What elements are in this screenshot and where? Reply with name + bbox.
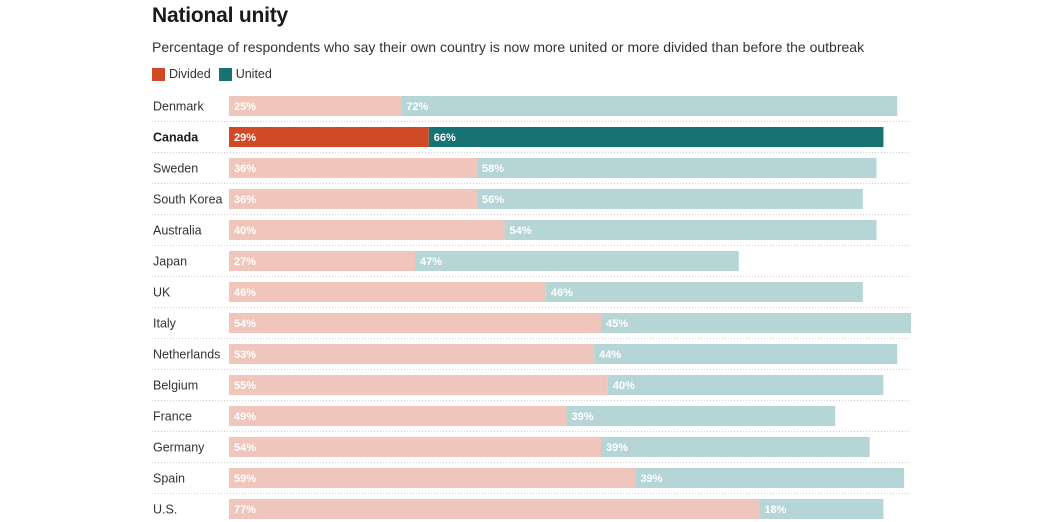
data-label-divided: 53% (234, 349, 256, 361)
data-label-divided: 59% (234, 473, 256, 485)
bar-divided (229, 127, 429, 147)
bar-row-south-korea: South Korea 36% 56% (152, 189, 911, 215)
data-label-united: 18% (764, 504, 786, 516)
data-label-united: 39% (606, 442, 628, 454)
bar-row-netherlands: Netherlands 53% 44% (152, 344, 911, 370)
bar-united (477, 189, 863, 209)
data-label-divided: 55% (234, 380, 256, 392)
category-label: Australia (153, 224, 202, 238)
category-label: Belgium (153, 379, 198, 393)
legend: Divided United (152, 67, 280, 81)
bar-united (635, 468, 905, 488)
category-label: Japan (153, 255, 187, 269)
category-label: U.S. (153, 503, 177, 517)
data-label-divided: 54% (234, 318, 256, 330)
legend-swatch-united (218, 67, 232, 81)
bar-divided (229, 468, 636, 488)
bar-divided (229, 406, 567, 426)
bar-united (428, 127, 884, 147)
bar-divided (229, 282, 546, 302)
bar-united (545, 282, 863, 302)
data-label-divided: 46% (234, 287, 256, 299)
data-label-united: 39% (572, 411, 594, 423)
bar-row-belgium: Belgium 55% 40% (152, 375, 911, 401)
bar-divided (229, 220, 505, 240)
legend-label-divided: Divided (169, 67, 211, 81)
bar-divided (229, 375, 608, 395)
bar-row-sweden: Sweden 36% 58% (152, 158, 911, 184)
data-label-divided: 25% (234, 101, 256, 113)
legend-item-united: United (218, 67, 272, 81)
data-label-divided: 36% (234, 194, 256, 206)
chart-subtitle: Percentage of respondents who say their … (152, 39, 865, 55)
bar-united (477, 158, 877, 178)
data-label-divided: 77% (234, 504, 256, 516)
bar-divided (229, 189, 477, 209)
data-label-united: 47% (420, 256, 442, 268)
bar-united (607, 375, 884, 395)
chart-title: National unity (152, 4, 289, 27)
data-label-united: 72% (406, 101, 428, 113)
data-label-united: 58% (482, 163, 504, 175)
bar-divided (229, 499, 760, 519)
data-label-divided: 49% (234, 411, 256, 423)
bar-united (566, 406, 836, 426)
bar-row-u-s-: U.S. 77% 18% (153, 499, 884, 519)
bar-row-france: France 49% 39% (152, 406, 911, 432)
data-label-united: 44% (599, 349, 621, 361)
bar-row-japan: Japan 27% 47% (152, 251, 911, 277)
bar-row-canada: Canada 29% 66% (152, 127, 911, 153)
bar-divided (229, 313, 601, 333)
category-label: Canada (153, 131, 199, 145)
bar-divided (229, 251, 415, 271)
category-label: Sweden (153, 162, 198, 176)
category-label: Spain (153, 472, 185, 486)
data-label-united: 40% (613, 380, 635, 392)
bar-row-italy: Italy 54% 45% (152, 313, 911, 339)
bar-row-australia: Australia 40% 54% (152, 220, 911, 246)
bar-row-denmark: Denmark 25% 72% (152, 96, 911, 122)
legend-swatch-divided (152, 67, 165, 81)
data-label-divided: 36% (234, 163, 256, 175)
data-label-united: 66% (434, 132, 456, 144)
data-label-divided: 40% (234, 225, 256, 237)
category-label: France (153, 410, 192, 424)
bar-row-spain: Spain 59% 39% (152, 468, 911, 494)
data-label-united: 56% (482, 194, 504, 206)
bar-divided (229, 344, 595, 364)
bar-united (759, 499, 884, 519)
bar-divided (229, 437, 601, 457)
data-label-divided: 54% (234, 442, 256, 454)
legend-label-united: United (235, 67, 272, 81)
category-label: Denmark (153, 100, 204, 114)
bar-row-germany: Germany 54% 39% (152, 437, 911, 463)
bar-united (601, 313, 911, 333)
bar-united (415, 251, 739, 271)
data-label-divided: 29% (234, 132, 256, 144)
data-label-united: 46% (551, 287, 573, 299)
bar-united (504, 220, 877, 240)
category-label: Netherlands (153, 348, 220, 362)
bar-row-uk: UK 46% 46% (152, 282, 911, 308)
bar-divided (229, 158, 477, 178)
category-label: UK (153, 286, 171, 300)
data-label-united: 39% (640, 473, 662, 485)
category-label: Germany (153, 441, 205, 455)
category-label: Italy (153, 317, 177, 331)
legend-item-divided: Divided (152, 67, 211, 81)
data-label-united: 45% (606, 318, 628, 330)
data-label-divided: 27% (234, 256, 256, 268)
bar-united (594, 344, 898, 364)
bar-united (401, 96, 898, 116)
bar-divided (229, 96, 402, 116)
category-label: South Korea (153, 193, 223, 207)
bar-united (601, 437, 870, 457)
data-label-united: 54% (510, 225, 532, 237)
